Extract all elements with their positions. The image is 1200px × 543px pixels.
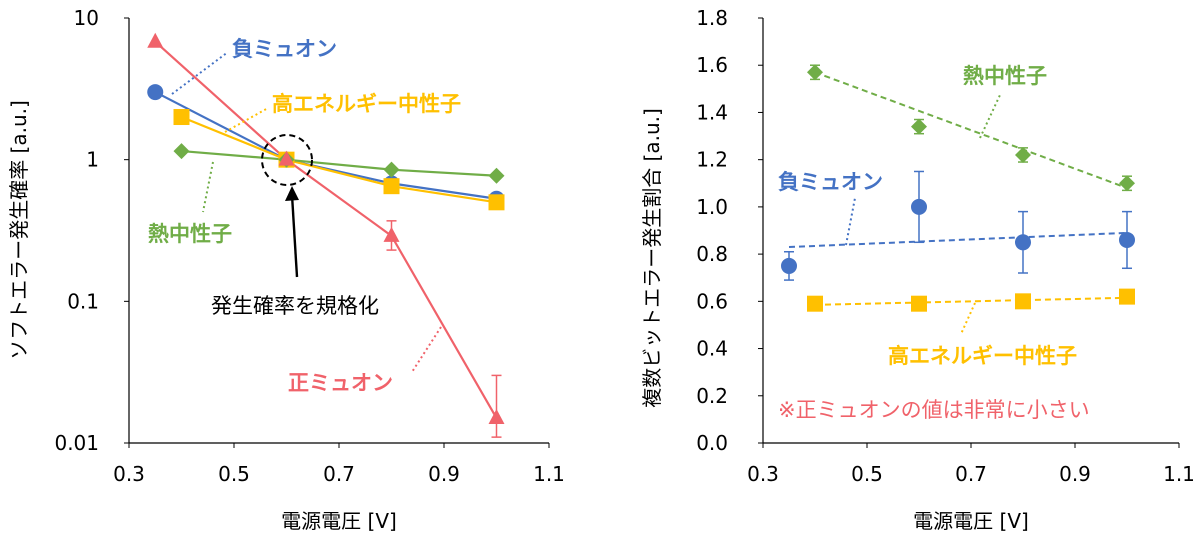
right-y-tick-label: 0.6 — [696, 289, 728, 313]
left-point-0-0 — [147, 84, 164, 101]
callout-hen-right — [960, 302, 976, 335]
left-x-tick-label: 0.7 — [323, 462, 355, 486]
right-y-tick-label: 0.0 — [696, 431, 728, 455]
left-series-line-2 — [181, 149, 497, 177]
left-x-label: 電源電圧 [V] — [281, 509, 397, 533]
callout-pos-muon — [411, 326, 442, 373]
left-point-2-2 — [383, 161, 400, 178]
left-chart: 0.3 0.5 0.7 0.9 1.1 0.01 0.1 1 10 電源電圧 [V] ソフトエ… — [7, 6, 565, 533]
callout-thermal-right — [979, 94, 1001, 139]
normalization-circle — [261, 134, 313, 186]
left-x-tick-label: 1.1 — [533, 462, 565, 486]
callout-neg-muon-right — [845, 197, 856, 246]
label-thermal-right: 熱中性子 — [963, 64, 1047, 88]
label-thermal: 熱中性子 — [148, 222, 232, 246]
right-y-tick-label: 1.2 — [696, 148, 728, 172]
left-series-line-1 — [181, 116, 497, 204]
right-y-label: 複数ビットエラー発生割合 [a.u.] — [640, 108, 664, 408]
right-trendline-1 — [788, 231, 1128, 249]
right-point-0-3 — [1119, 175, 1135, 192]
right-x-tick-label: 1.1 — [1163, 462, 1195, 486]
right-point-1-3 — [1119, 231, 1135, 248]
left-point-3-3 — [488, 409, 505, 425]
right-point-1-1 — [911, 198, 927, 215]
callout-hen — [224, 107, 269, 133]
left-x-tick-label: 0.5 — [218, 462, 250, 486]
left-x-tick-label: 0.3 — [113, 462, 145, 486]
right-y-tick-label: 1.6 — [696, 53, 728, 77]
label-neg-muon: 負ミュオン — [232, 37, 337, 61]
left-point-2-3 — [488, 167, 505, 184]
right-trendline-0 — [814, 71, 1128, 189]
right-x-tick-label: 0.5 — [851, 462, 883, 486]
right-x-tick-label: 0.3 — [747, 462, 779, 486]
left-point-1-2 — [383, 178, 400, 195]
right-point-0-2 — [1015, 146, 1031, 163]
right-x-label: 電源電圧 [V] — [913, 509, 1029, 533]
right-point-1-2 — [1015, 234, 1031, 251]
left-series-line-3 — [154, 40, 498, 419]
left-y-tick-label: 0.01 — [54, 431, 99, 455]
left-y-label: ソフトエラー発生確率 [a.u.] — [7, 100, 31, 360]
left-point-2-0 — [173, 143, 190, 160]
right-y-tick-label: 0.2 — [696, 384, 728, 408]
right-point-2-2 — [1015, 293, 1031, 310]
callout-thermal — [202, 161, 214, 213]
left-point-1-3 — [488, 194, 505, 211]
left-x-tick-label: 0.9 — [428, 462, 460, 486]
right-x-tick-label: 0.7 — [955, 462, 987, 486]
left-point-3-1 — [278, 150, 295, 166]
label-hen: 高エネルギー中性子 — [272, 92, 461, 116]
label-neg-muon-right: 負ミュオン — [778, 170, 883, 194]
right-point-2-1 — [911, 295, 927, 312]
label-pos-muon: 正ミュオン — [288, 371, 393, 395]
right-chart: 0.3 0.5 0.7 0.9 1.1 0.0 0.2 0.4 0.6 0.8 1.0 1.2 1.4… — [640, 6, 1195, 533]
left-point-1-0 — [173, 109, 190, 126]
right-y-tick-label: 0.4 — [696, 337, 728, 361]
normalization-annotation: 発生確率を規格化 — [211, 294, 379, 318]
right-y-tick-label: 1.0 — [696, 195, 728, 219]
label-hen-right: 高エネルギー中性子 — [888, 344, 1077, 368]
right-point-0-0 — [807, 64, 823, 81]
annotation-arrowhead — [285, 186, 299, 201]
left-point-3-2 — [383, 226, 400, 242]
right-point-1-0 — [781, 257, 797, 274]
annotation-arrow — [290, 194, 299, 278]
left-y-tick-label: 10 — [74, 6, 99, 30]
left-series-line-0 — [154, 91, 497, 200]
callout-neg-muon — [171, 51, 229, 95]
left-y-tick-label: 1 — [86, 148, 99, 172]
right-x-tick-label: 0.9 — [1059, 462, 1091, 486]
right-y-tick-label: 0.8 — [696, 242, 728, 266]
right-point-2-3 — [1119, 288, 1135, 305]
right-trendline-2 — [814, 296, 1128, 306]
right-point-0-1 — [911, 118, 927, 135]
left-y-tick-label: 0.1 — [67, 289, 99, 313]
right-y-tick-label: 1.4 — [696, 100, 728, 124]
right-y-tick-label: 1.8 — [696, 6, 728, 30]
note-pos-muon: ※正ミュオンの値は非常に小さい — [778, 398, 1090, 422]
left-point-3-0 — [147, 32, 164, 48]
right-point-2-0 — [807, 295, 823, 312]
